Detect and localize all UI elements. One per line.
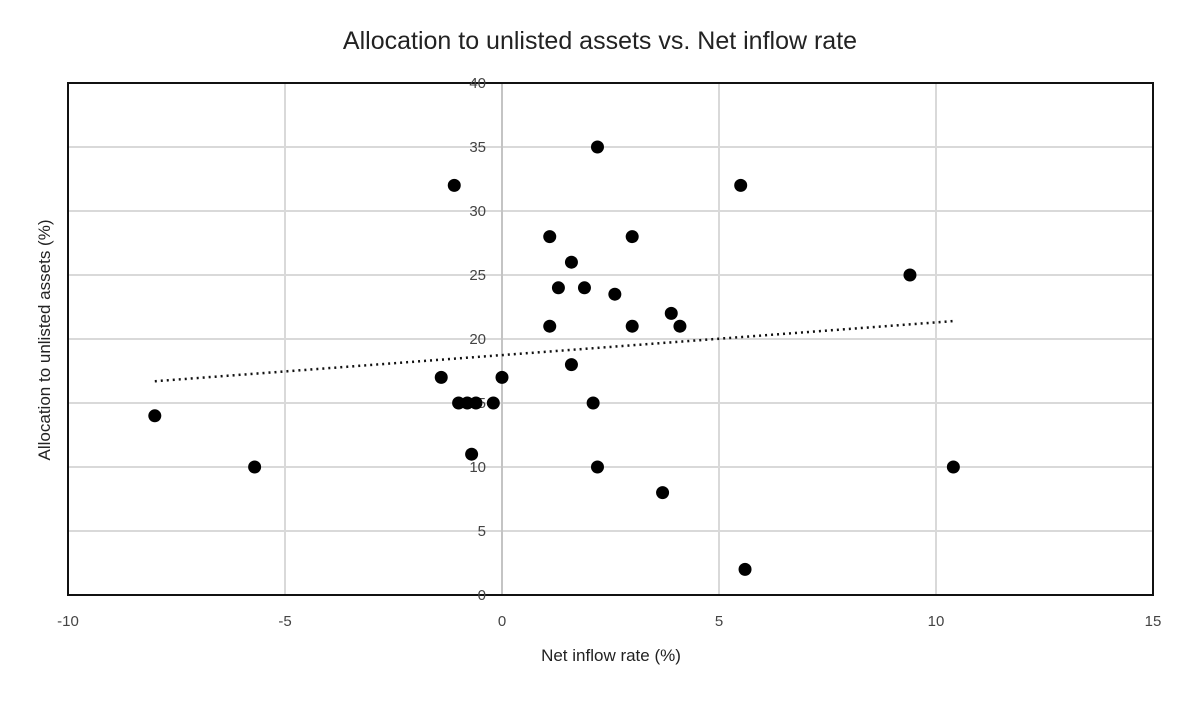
x-tick-label-3: 5 (715, 613, 723, 630)
y-tick-label-5: 25 (469, 267, 486, 284)
data-point-8 (486, 396, 500, 410)
y-axis-title: Allocation to unlisted assets (%) (35, 220, 54, 461)
data-point-0 (148, 409, 162, 423)
data-point-3 (434, 370, 448, 384)
data-point-14 (564, 358, 578, 372)
data-point-28 (946, 460, 960, 474)
data-point-25 (734, 178, 748, 192)
x-tick-label-4: 10 (928, 613, 945, 630)
x-axis-title: Net inflow rate (%) (541, 646, 681, 665)
data-point-27 (903, 268, 917, 282)
data-points (148, 140, 960, 576)
data-point-13 (564, 255, 578, 269)
data-point-21 (625, 319, 639, 333)
data-point-22 (656, 486, 670, 500)
data-point-24 (673, 319, 687, 333)
y-tick-label-1: 5 (478, 523, 486, 540)
data-point-9 (495, 370, 509, 384)
data-point-26 (738, 562, 752, 576)
y-tick-label-7: 35 (469, 139, 486, 156)
data-point-7 (465, 447, 479, 461)
x-tick-label-2: 0 (498, 613, 506, 630)
data-point-18 (590, 460, 604, 474)
data-point-12 (551, 281, 565, 295)
x-tick-label-1: -5 (278, 613, 291, 630)
x-tick-label-0: -10 (57, 613, 79, 630)
y-axis-tick-labels: 0510152025303540 (469, 75, 486, 604)
y-tick-label-8: 40 (469, 75, 486, 92)
data-point-17 (586, 396, 600, 410)
data-point-6 (469, 396, 483, 410)
gridlines (68, 83, 1153, 595)
x-axis-tick-labels: -10 -5 0 5 10 15 (57, 613, 1161, 630)
data-point-20 (625, 230, 639, 244)
plot-area-frame (67, 82, 1154, 596)
data-point-2 (447, 178, 461, 192)
data-point-16 (590, 140, 604, 154)
data-point-10 (543, 230, 557, 244)
y-tick-label-0: 0 (478, 587, 486, 604)
y-tick-label-2: 10 (469, 459, 486, 476)
data-point-1 (248, 460, 262, 474)
y-tick-label-4: 20 (469, 331, 486, 348)
data-point-11 (543, 319, 557, 333)
x-tick-label-5: 15 (1145, 613, 1162, 630)
data-point-23 (664, 306, 678, 320)
y-tick-label-6: 30 (469, 203, 486, 220)
data-point-19 (608, 287, 622, 301)
data-point-15 (577, 281, 591, 295)
trendline (154, 319, 954, 383)
chart-title: Allocation to unlisted assets vs. Net in… (343, 27, 857, 55)
